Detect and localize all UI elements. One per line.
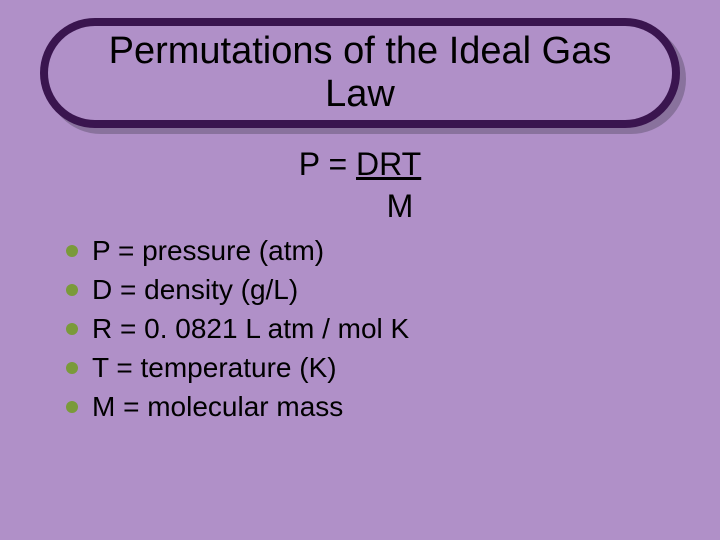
bullet-text: T = temperature (K) [92,350,337,385]
equation-line-1: P = DRT [30,144,690,186]
bullet-icon [66,284,78,296]
equation-line-2: M [30,186,690,228]
bullet-icon [66,245,78,257]
equation-prefix: P = [299,146,356,182]
title-inner: Permutations of the Ideal Gas Law [48,26,672,120]
slide-title-container: Permutations of the Ideal Gas Law [40,18,680,128]
bullet-list: P = pressure (atm) D = density (g/L) R =… [30,233,690,424]
bullet-icon [66,323,78,335]
bullet-text: R = 0. 0821 L atm / mol K [92,311,409,346]
list-item: M = molecular mass [66,389,690,424]
list-item: T = temperature (K) [66,350,690,385]
list-item: R = 0. 0821 L atm / mol K [66,311,690,346]
bullet-icon [66,362,78,374]
slide-title: Permutations of the Ideal Gas Law [78,30,642,115]
bullet-text: P = pressure (atm) [92,233,324,268]
bullet-text: D = density (g/L) [92,272,298,307]
list-item: D = density (g/L) [66,272,690,307]
slide: Permutations of the Ideal Gas Law P = DR… [0,0,720,540]
equation-block: P = DRT M [30,144,690,227]
bullet-text: M = molecular mass [92,389,343,424]
bullet-icon [66,401,78,413]
list-item: P = pressure (atm) [66,233,690,268]
equation-numerator: DRT [356,146,421,182]
